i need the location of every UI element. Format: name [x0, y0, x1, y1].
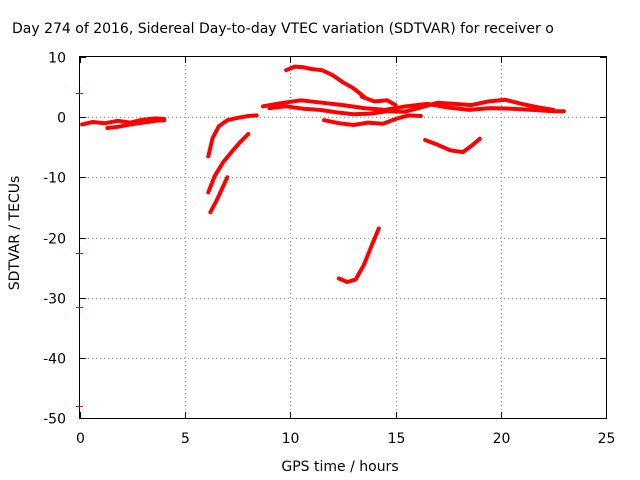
- series-arc-6: [261, 98, 566, 114]
- y-axis-label: SDTVAR / TECUs: [7, 176, 23, 291]
- chart-title: Day 274 of 2016, Sidereal Day-to-day VTE…: [12, 21, 554, 37]
- x-tick-label: 15: [388, 431, 406, 447]
- series-arc-4: [206, 132, 251, 195]
- y-tick-label: -10: [43, 171, 66, 187]
- tick-labels: 0 5 10 15 20 25 10 0 -10 -20 -30 -40 -50: [43, 51, 615, 448]
- series-arc-7: [267, 97, 556, 117]
- y-tick-label: 10: [48, 51, 66, 67]
- series-arc-10: [359, 94, 398, 108]
- x-tick-label: 10: [282, 431, 300, 447]
- axis-ticks: [80, 57, 607, 419]
- series-arc-11: [336, 226, 381, 284]
- series-arc-12: [423, 136, 482, 155]
- series-arc-2: [105, 118, 167, 130]
- series-arc-3: [206, 113, 259, 159]
- x-tick-label: 25: [598, 431, 616, 447]
- series-arc-1: [80, 116, 167, 127]
- x-tick-label: 20: [493, 431, 511, 447]
- x-tick-label: 5: [181, 431, 190, 447]
- edge-marks: [76, 93, 83, 407]
- x-axis-label: GPS time / hours: [281, 459, 398, 475]
- series-arc-9: [284, 64, 366, 99]
- y-tick-label: -40: [43, 352, 66, 368]
- plot-frame: [79, 56, 607, 419]
- series-arc-8: [322, 113, 423, 127]
- y-tick-label: 0: [57, 111, 66, 127]
- y-tick-label: -20: [43, 232, 66, 248]
- data-series: [80, 64, 566, 284]
- series-arc-5: [208, 175, 230, 215]
- y-tick-label: -50: [43, 412, 66, 428]
- x-tick-label: 0: [76, 431, 85, 447]
- y-tick-label: -30: [43, 292, 66, 308]
